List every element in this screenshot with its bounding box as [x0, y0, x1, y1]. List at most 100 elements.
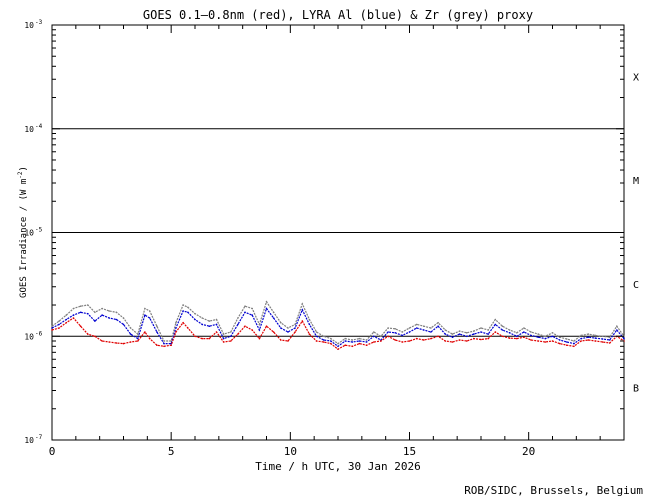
- data-point: [523, 331, 525, 333]
- data-point: [280, 321, 282, 324]
- data-point: [551, 340, 554, 342]
- data-point: [487, 337, 490, 340]
- data-point: [480, 327, 482, 329]
- data-point: [108, 317, 110, 319]
- y-axis-label-exponent: -2: [17, 171, 24, 179]
- data-point: [501, 329, 504, 331]
- data-point: [156, 325, 158, 328]
- data-point: [208, 337, 211, 340]
- data-point: [373, 341, 375, 343]
- data-point: [58, 320, 60, 322]
- data-point: [451, 336, 454, 339]
- data-point: [258, 323, 261, 326]
- data-point: [137, 337, 139, 340]
- data-point: [523, 327, 525, 329]
- x-tick-label: 5: [168, 445, 175, 458]
- data-point: [494, 323, 497, 326]
- data-point: [237, 333, 239, 335]
- data-point: [265, 307, 268, 310]
- data-point: [187, 306, 189, 309]
- data-point: [401, 334, 404, 337]
- y-axis-label-close: ): [19, 166, 29, 171]
- data-point: [415, 327, 418, 329]
- data-point: [122, 317, 125, 319]
- data-point: [551, 332, 554, 334]
- data-point: [280, 327, 282, 329]
- data-point: [315, 331, 318, 333]
- data-point: [65, 318, 68, 321]
- data-point: [365, 339, 368, 341]
- data-point: [544, 341, 547, 343]
- data-point: [444, 329, 447, 331]
- data-point: [608, 339, 611, 341]
- data-point: [148, 317, 151, 319]
- data-point: [465, 335, 468, 338]
- data-point: [494, 318, 497, 321]
- data-point: [182, 310, 184, 312]
- data-point: [587, 333, 590, 335]
- data-point: [544, 337, 547, 340]
- y-tick-exponent: -4: [35, 123, 43, 130]
- data-point: [163, 342, 165, 345]
- data-point: [501, 325, 504, 328]
- y-axis-label-main: GOES Irradiance / (W m: [19, 179, 29, 298]
- x-tick-label: 15: [403, 445, 416, 458]
- data-point: [387, 331, 389, 333]
- data-point: [137, 333, 139, 335]
- data-point: [258, 329, 261, 331]
- data-point: [458, 333, 461, 335]
- data-point: [580, 334, 582, 337]
- data-point: [208, 320, 211, 322]
- data-point: [508, 329, 511, 331]
- data-point: [580, 340, 582, 342]
- data-point: [573, 340, 575, 342]
- data-point: [201, 323, 203, 326]
- data-point: [182, 304, 184, 306]
- data-point: [523, 336, 525, 339]
- data-point: [272, 317, 275, 319]
- data-point: [351, 339, 354, 341]
- flare-class-label-m: M: [633, 176, 639, 187]
- y-tick-exponent: -6: [35, 330, 43, 337]
- series-line-lyra-al: [51, 307, 625, 348]
- data-point: [115, 311, 118, 314]
- data-point: [358, 340, 361, 342]
- data-point: [230, 340, 232, 342]
- data-point: [558, 339, 561, 341]
- data-point: [101, 307, 103, 310]
- data-point: [465, 332, 468, 334]
- data-point: [108, 310, 110, 312]
- x-axis-label: Time / h UTC, 30 Jan 2026: [255, 460, 421, 473]
- data-point: [187, 327, 189, 329]
- data-point: [373, 335, 375, 338]
- data-point: [516, 335, 518, 338]
- data-point: [387, 335, 389, 338]
- data-point: [587, 339, 590, 341]
- data-point: [473, 333, 475, 335]
- data-point: [537, 333, 539, 335]
- data-point: [344, 340, 347, 342]
- chart-title: GOES 0.1—0.8nm (red), LYRA Al (blue) & Z…: [143, 8, 533, 22]
- data-point: [315, 340, 318, 342]
- data-point: [222, 341, 225, 343]
- x-tick-label: 10: [284, 445, 297, 458]
- data-point: [230, 331, 232, 333]
- data-point: [423, 325, 425, 328]
- data-point: [530, 339, 532, 341]
- data-point: [94, 311, 96, 314]
- y-tick-exponent: -7: [35, 434, 43, 441]
- data-point: [137, 340, 139, 342]
- data-point: [322, 335, 325, 338]
- data-point: [258, 337, 261, 340]
- data-point: [230, 335, 232, 338]
- data-point: [322, 339, 325, 341]
- data-point: [423, 329, 425, 331]
- data-point: [594, 337, 597, 339]
- data-point: [558, 342, 561, 345]
- data-point: [437, 335, 439, 338]
- data-point: [430, 327, 432, 329]
- data-point: [148, 310, 151, 312]
- data-point: [287, 327, 289, 329]
- data-point: [473, 337, 475, 340]
